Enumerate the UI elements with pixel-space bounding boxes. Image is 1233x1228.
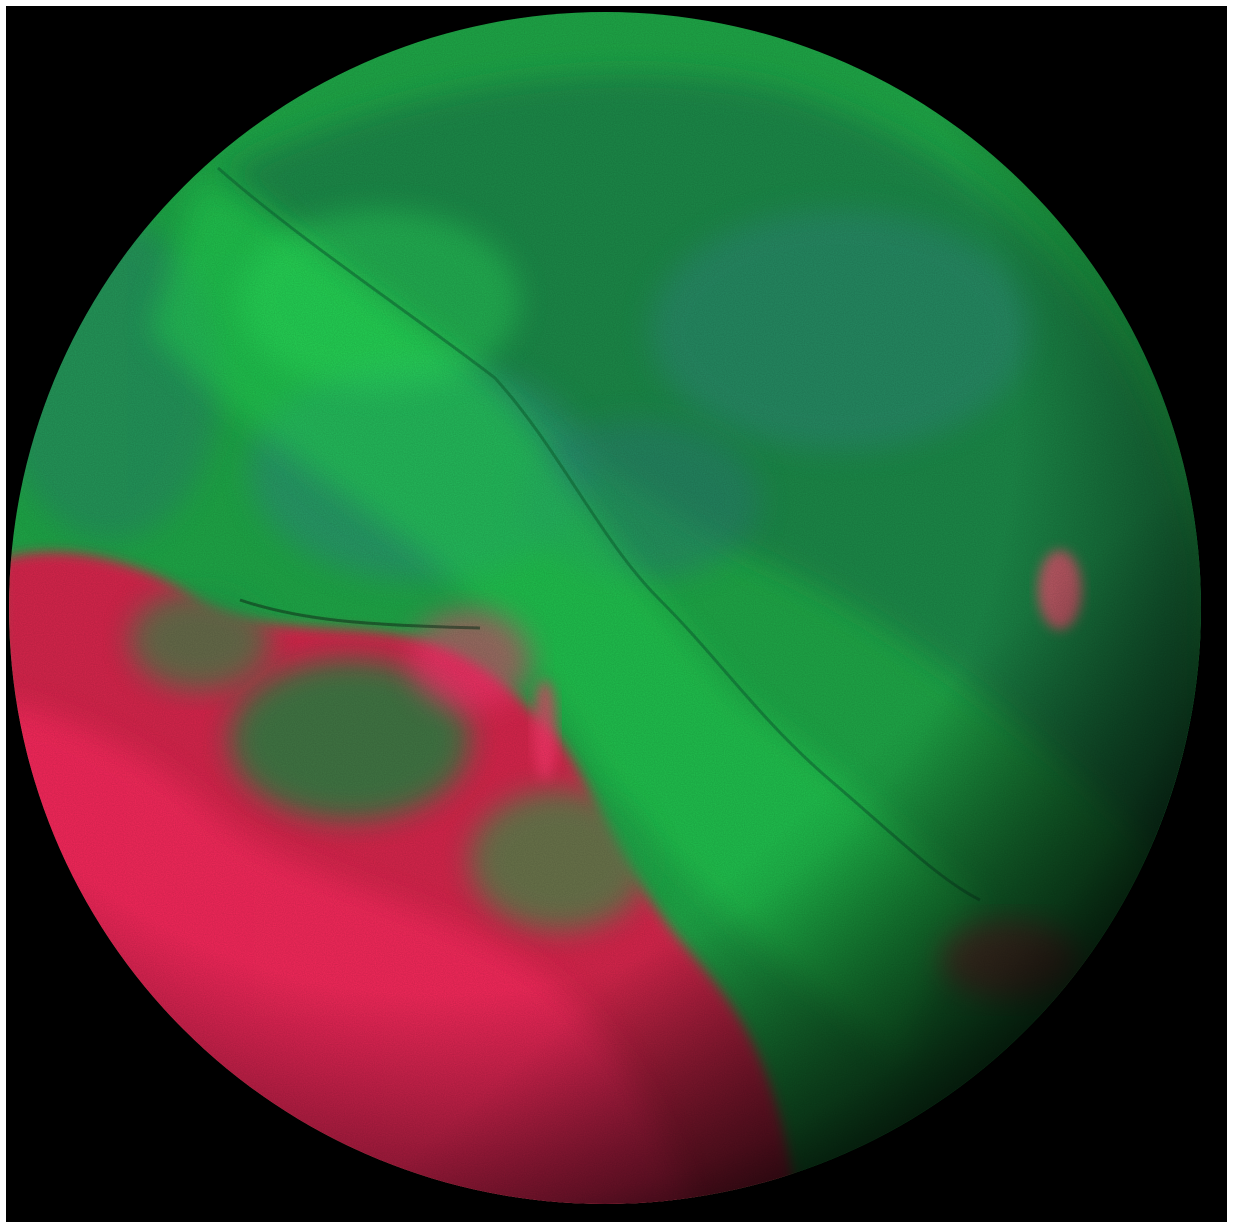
limb-darkening	[9, 12, 1201, 1204]
